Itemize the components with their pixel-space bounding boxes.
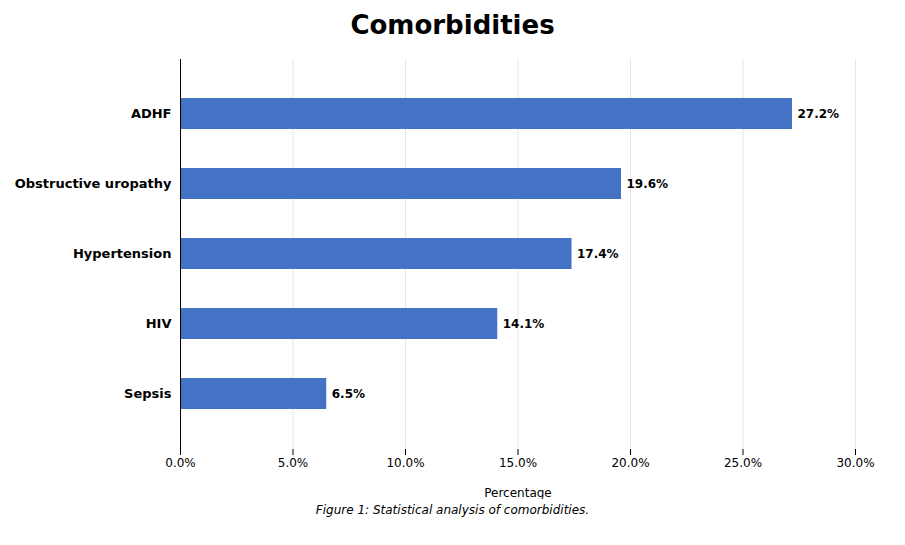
svg-text:30.0%: 30.0% [836,456,874,470]
svg-text:Hypertension: Hypertension [73,246,172,261]
svg-text:5.0%: 5.0% [278,456,309,470]
svg-text:15.0%: 15.0% [499,456,537,470]
svg-text:20.0%: 20.0% [611,456,649,470]
svg-text:Obstructive uropathy: Obstructive uropathy [15,176,172,191]
svg-text:17.4%: 17.4% [577,247,619,261]
html-text:Figure 1: Statistical analysis: Figure 1: Statistical analysis of comorb… [315,503,590,517]
svg-text:27.2%: 27.2% [798,107,840,121]
svg-text:14.1%: 14.1% [503,317,545,331]
svg-text:10.0%: 10.0% [386,456,424,470]
svg-text:25.0%: 25.0% [724,456,762,470]
svg-text:ADHF: ADHF [131,106,172,121]
html-text:Comorbidities: Comorbidities [350,10,555,40]
svg-text:19.6%: 19.6% [627,177,669,191]
svg-text:6.5%: 6.5% [332,387,365,401]
svg-text:Sepsis: Sepsis [124,386,172,401]
svg-text:HIV: HIV [146,316,172,331]
svg-text:0.0%: 0.0% [165,456,196,470]
svg-text:Percentage: Percentage [484,486,552,500]
